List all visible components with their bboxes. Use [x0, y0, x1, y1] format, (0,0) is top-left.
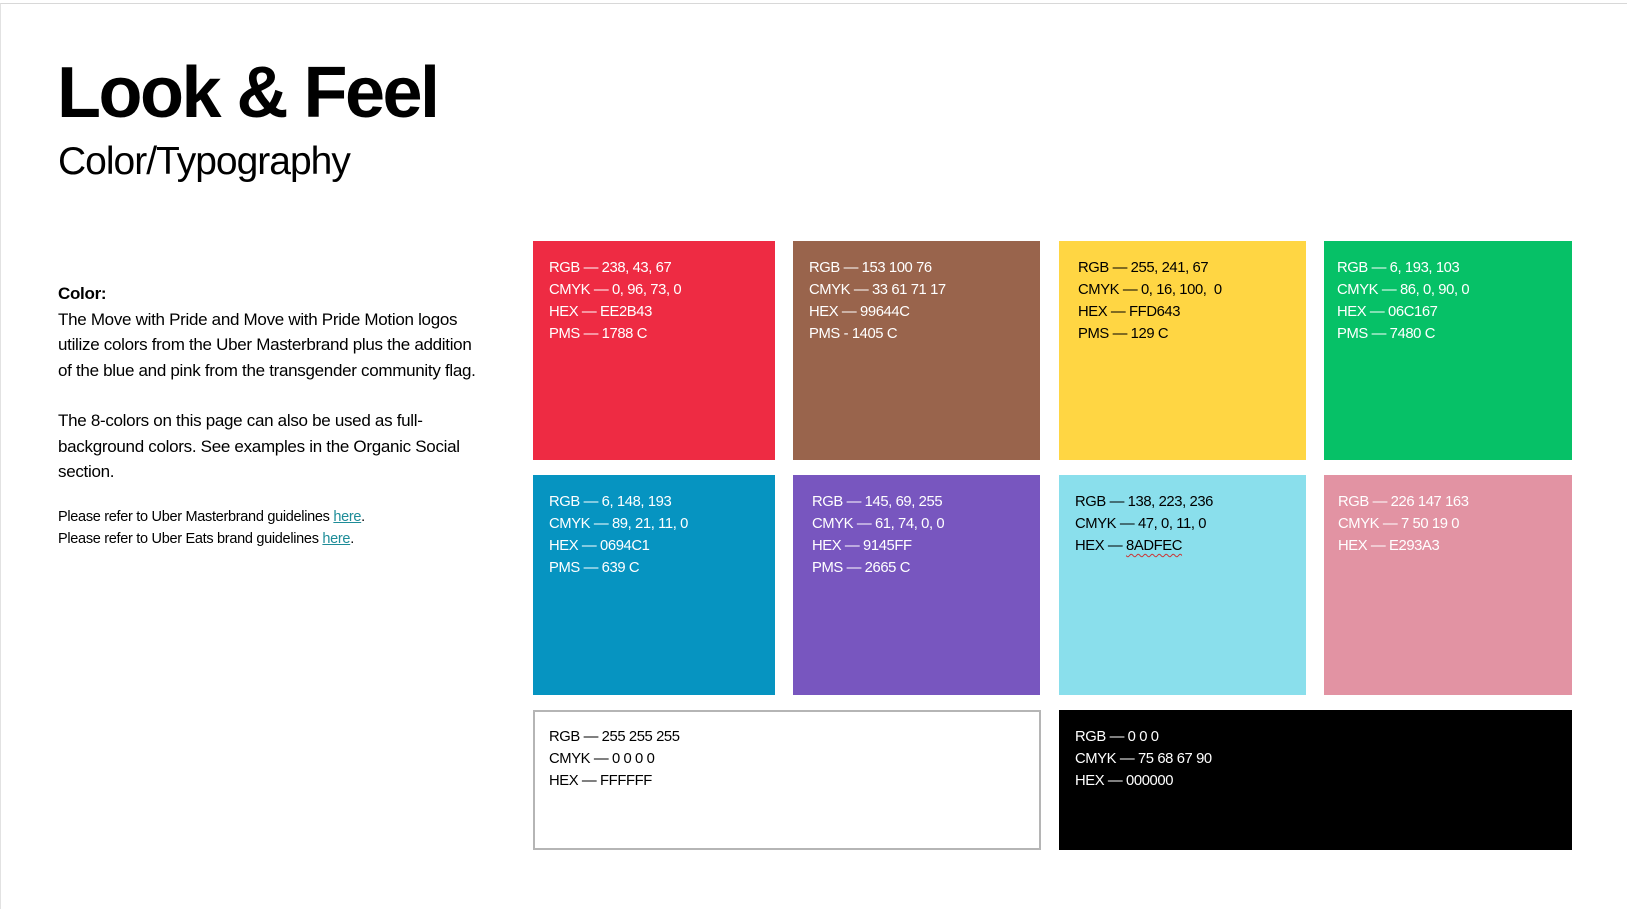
swatch-value: HEX —: [1075, 538, 1127, 554]
eats-guidelines-link[interactable]: here: [322, 530, 351, 547]
swatch-value: RGB — 138, 223, 236: [1075, 494, 1213, 510]
swatch-brown: RGB — 153 100 76 CMYK — 33 61 71 17 HEX — …: [793, 241, 1040, 460]
swatch-value: PMS — 639 C: [549, 560, 640, 576]
intro-paragraph-2: The 8-colors on this page can also be us…: [58, 411, 460, 481]
swatch-value: CMYK — 89, 21, 11, 0: [549, 516, 688, 532]
swatch-value: HEX — 0694C1: [549, 538, 650, 554]
eats-ref: Please refer to Uber Eats brand guidelin…: [58, 528, 478, 550]
intro-text: Color: The Move with Pride and Move with…: [58, 281, 478, 550]
swatch-value: RGB — 226 147 163: [1338, 494, 1469, 510]
slide-frame: [0, 3, 1627, 909]
period: .: [350, 530, 354, 547]
swatch-value: 8ADFEC: [1126, 538, 1183, 554]
swatch-light-blue: RGB — 138, 223, 236 CMYK — 47, 0, 11, 0 HE…: [1059, 475, 1306, 695]
swatch-value: PMS — 129 C: [1078, 326, 1169, 342]
intro-paragraph-1: The Move with Pride and Move with Pride …: [58, 309, 476, 380]
swatch-value: HEX — 8ADFEC: [1075, 535, 1290, 557]
swatch-value: HEX — 000000: [1075, 773, 1174, 789]
color-heading: Color:: [58, 284, 107, 303]
swatch-value: HEX — 9145FF: [812, 538, 912, 554]
swatch-value: PMS — 7480 C: [1337, 326, 1435, 342]
swatch-value: RGB — 0 0 0: [1075, 729, 1159, 745]
swatch-value: RGB — 145, 69, 255: [812, 494, 943, 510]
ref-text: Please refer to Uber Masterbrand guideli…: [58, 508, 334, 525]
masterbrand-ref: Please refer to Uber Masterbrand guideli…: [58, 506, 478, 528]
swatch-value: HEX — 06C167: [1337, 304, 1438, 320]
swatch-value: CMYK — 0, 16, 100, 0: [1078, 282, 1222, 298]
page-subtitle: Color/Typography: [58, 140, 351, 183]
page-title: Look & Feel: [57, 53, 440, 133]
swatch-value: CMYK — 75 68 67 90: [1075, 751, 1212, 767]
swatch-yellow: RGB — 255, 241, 67 CMYK — 0, 16, 100, 0 HE…: [1059, 241, 1306, 460]
swatch-value: HEX — FFD643: [1078, 304, 1181, 320]
swatch-value: PMS — 2665 C: [812, 560, 910, 576]
swatch-value: HEX — E293A3: [1338, 538, 1440, 554]
swatch-green: RGB — 6, 193, 103 CMYK — 86, 0, 90, 0 HEX …: [1324, 241, 1572, 460]
swatch-value: HEX — EE2B43: [549, 304, 652, 320]
masterbrand-guidelines-link[interactable]: here: [333, 508, 362, 525]
swatch-blue: RGB — 6, 148, 193 CMYK — 89, 21, 11, 0 HEX…: [533, 475, 775, 695]
swatch-value: HEX — 99644C: [809, 304, 910, 320]
ref-text: Please refer to Uber Eats brand guidelin…: [58, 530, 323, 547]
swatch-value: HEX — FFFFFF: [549, 773, 652, 789]
swatch-purple: RGB — 145, 69, 255 CMYK — 61, 74, 0, 0 HEX…: [793, 475, 1040, 695]
swatch-value: RGB — 238, 43, 67: [549, 260, 672, 276]
swatch-value: CMYK — 61, 74, 0, 0: [812, 516, 945, 532]
swatch-red: RGB — 238, 43, 67 CMYK — 0, 96, 73, 0 HEX …: [533, 241, 775, 460]
period: .: [361, 508, 365, 525]
swatch-value: RGB — 153 100 76: [809, 260, 932, 276]
swatch-value: CMYK — 33 61 71 17: [809, 282, 946, 298]
swatch-value: RGB — 6, 148, 193: [549, 494, 672, 510]
swatch-pink: RGB — 226 147 163 CMYK — 7 50 19 0 HEX — E…: [1324, 475, 1572, 695]
swatch-value: CMYK — 0 0 0 0: [549, 751, 655, 767]
swatch-value: RGB — 6, 193, 103: [1337, 260, 1460, 276]
swatch-value: CMYK — 0, 96, 73, 0: [549, 282, 682, 298]
swatch-white: RGB — 255 255 255 CMYK — 0 0 0 0 HEX — FFF…: [533, 710, 1041, 850]
swatch-value: CMYK — 7 50 19 0: [1338, 516, 1460, 532]
swatch-value: PMS - 1405 C: [809, 326, 898, 342]
swatch-value: CMYK — 86, 0, 90, 0: [1337, 282, 1470, 298]
swatch-value: CMYK — 47, 0, 11, 0: [1075, 516, 1207, 532]
swatch-value: RGB — 255 255 255: [549, 729, 680, 745]
swatch-black: RGB — 0 0 0 CMYK — 75 68 67 90 HEX — 00000…: [1059, 710, 1572, 850]
swatch-value: PMS — 1788 C: [549, 326, 647, 342]
swatch-value: RGB — 255, 241, 67: [1078, 260, 1209, 276]
